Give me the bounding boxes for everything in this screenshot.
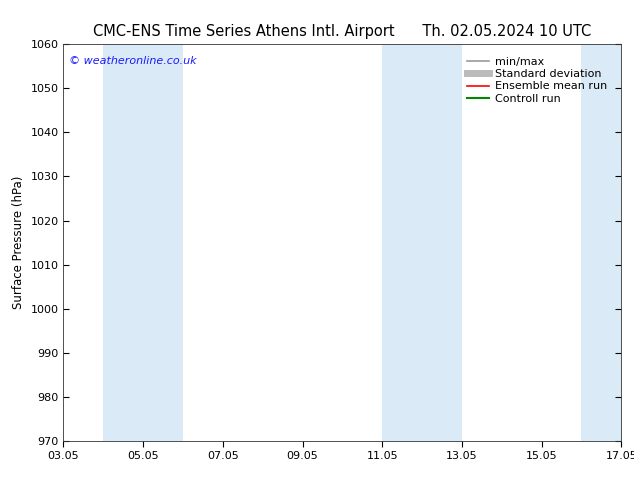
Title: CMC-ENS Time Series Athens Intl. Airport      Th. 02.05.2024 10 UTC: CMC-ENS Time Series Athens Intl. Airport… <box>93 24 592 39</box>
Bar <box>103 44 143 441</box>
Bar <box>382 44 422 441</box>
Bar <box>581 44 621 441</box>
Bar <box>422 44 462 441</box>
Bar <box>143 44 183 441</box>
Legend: min/max, Standard deviation, Ensemble mean run, Controll run: min/max, Standard deviation, Ensemble me… <box>463 53 610 107</box>
Text: © weatheronline.co.uk: © weatheronline.co.uk <box>69 56 197 66</box>
Y-axis label: Surface Pressure (hPa): Surface Pressure (hPa) <box>12 176 25 309</box>
